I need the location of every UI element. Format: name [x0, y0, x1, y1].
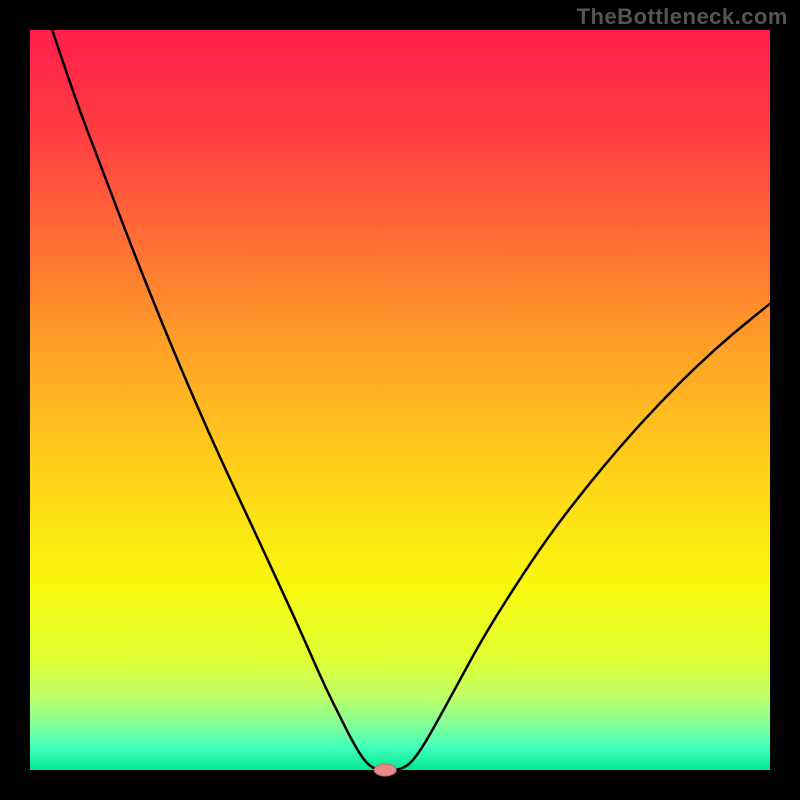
chart-container: TheBottleneck.com [0, 0, 800, 800]
watermark-text: TheBottleneck.com [577, 4, 788, 30]
optimum-marker [374, 764, 396, 776]
plot-area [30, 30, 770, 770]
chart-svg [0, 0, 800, 800]
